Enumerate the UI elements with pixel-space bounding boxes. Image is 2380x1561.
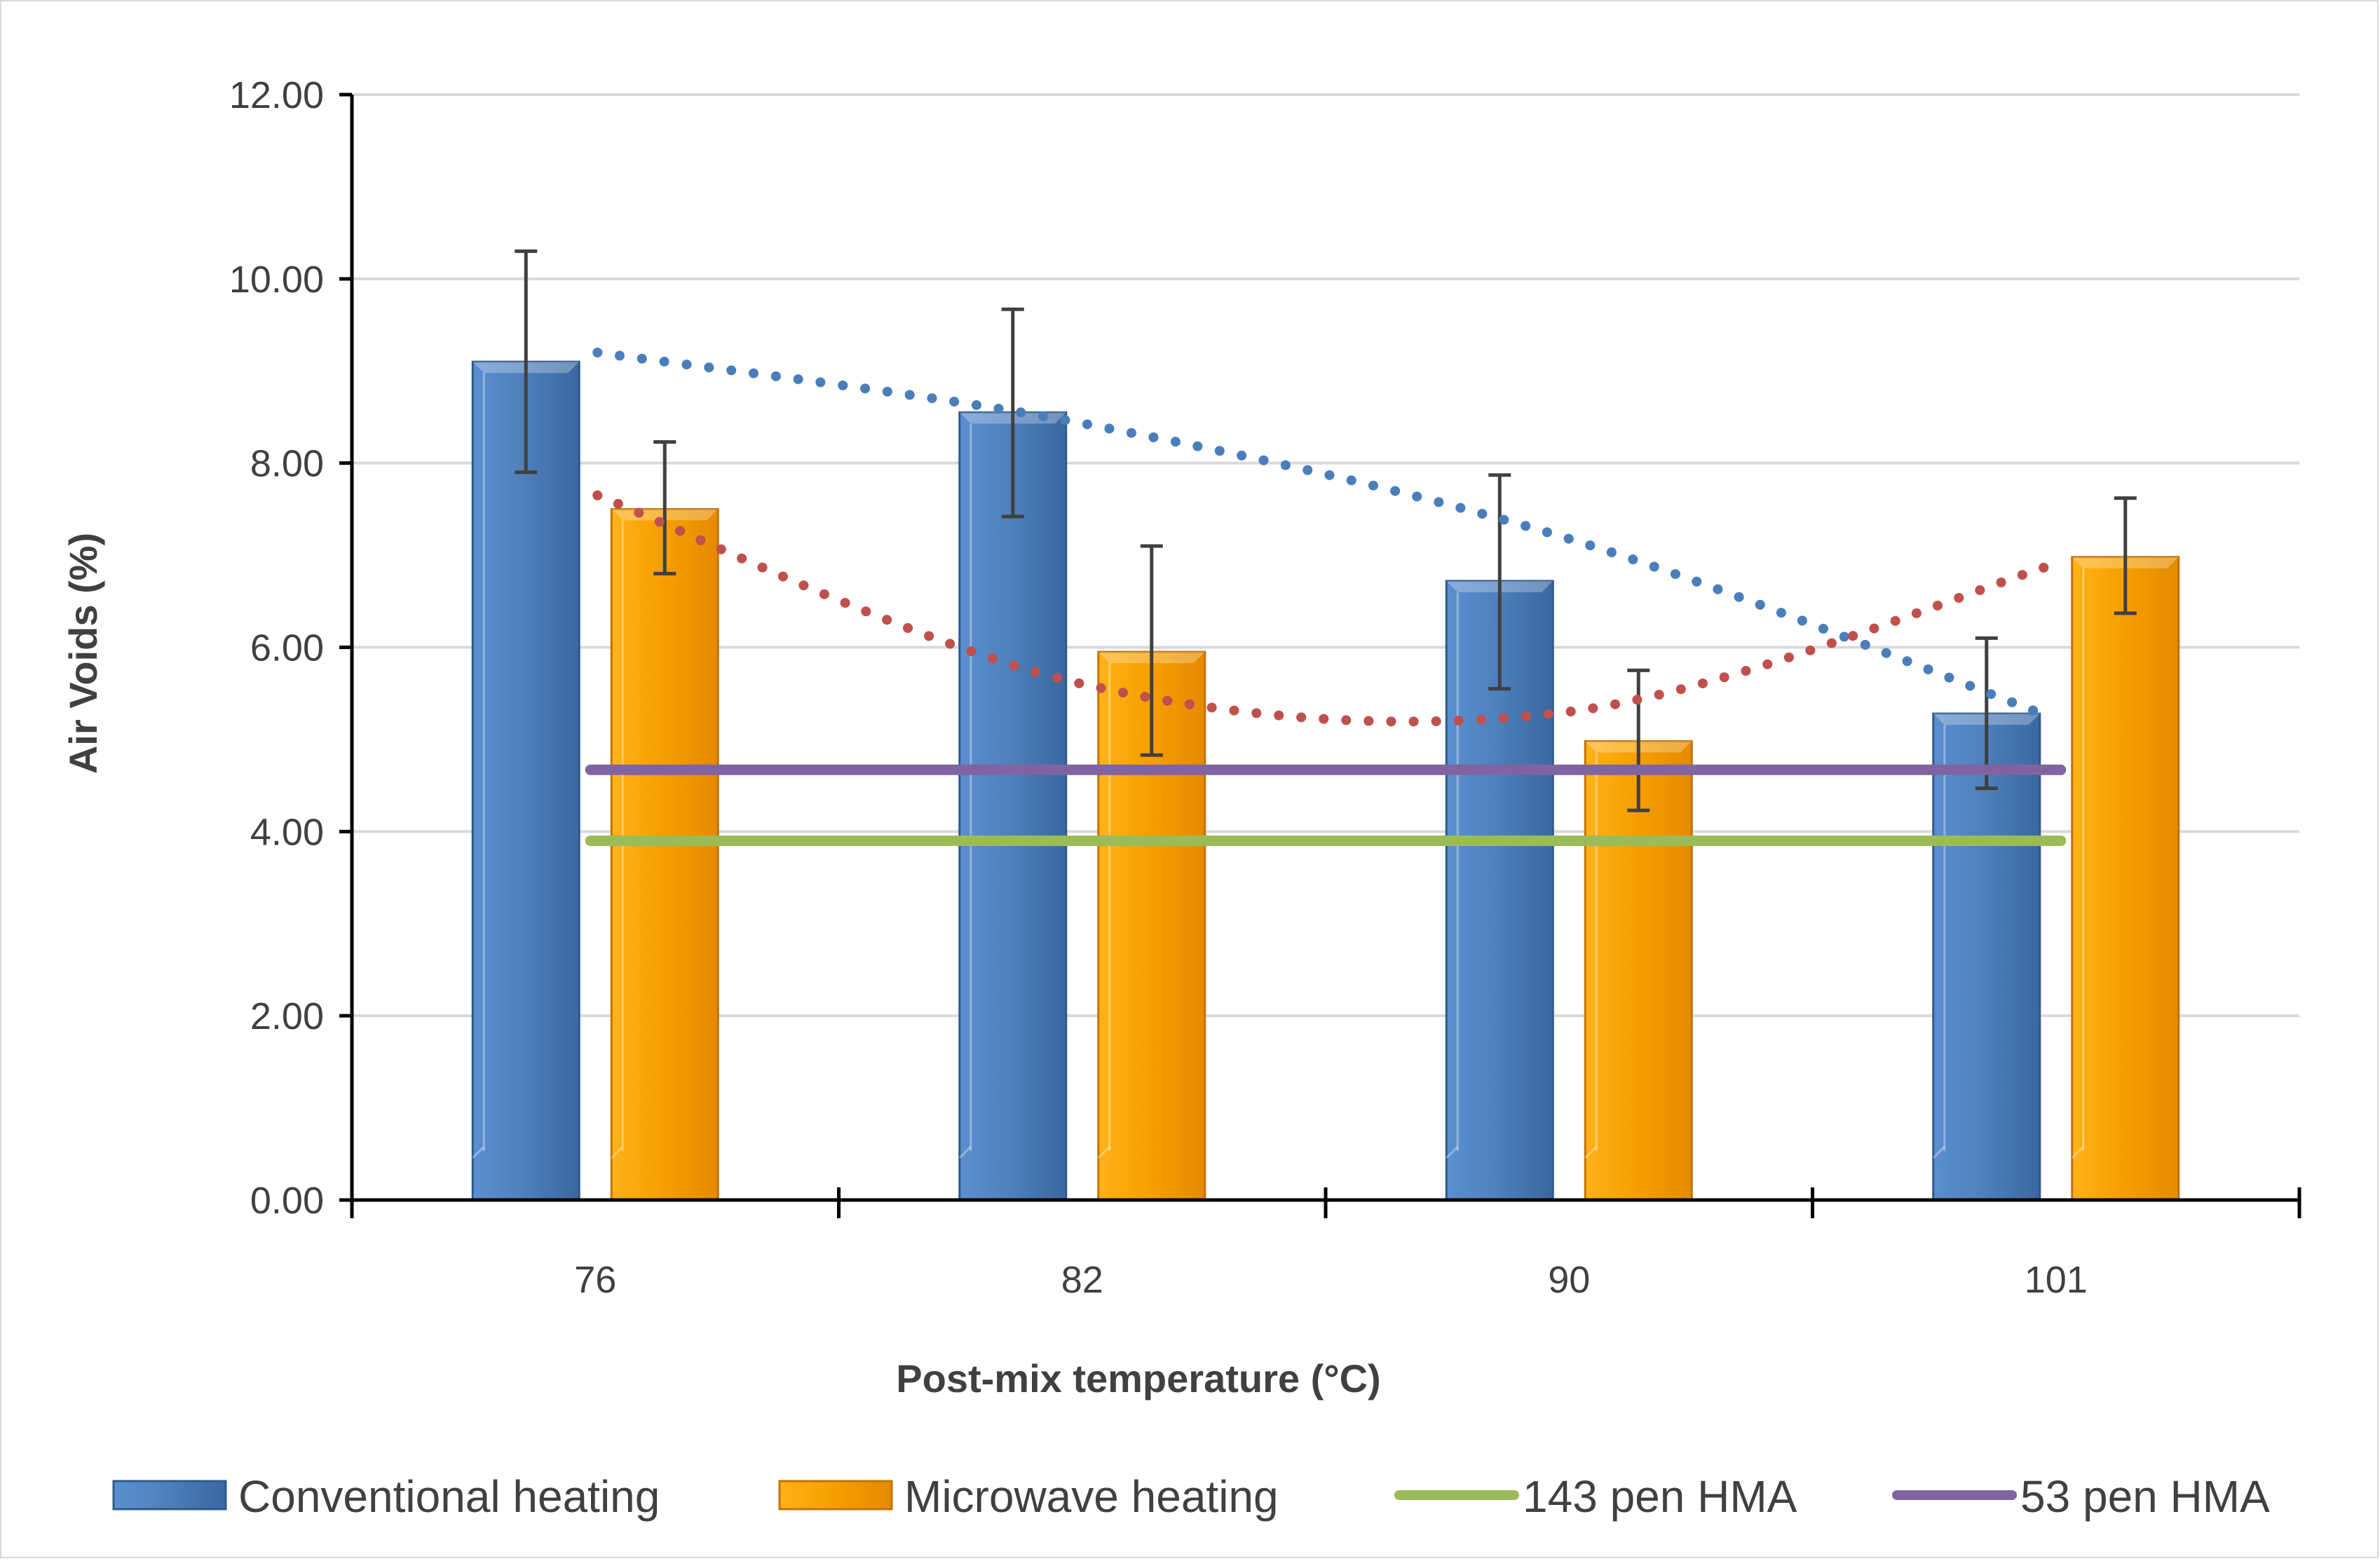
bar (471, 360, 580, 1201)
x-axis-title: Post-mix temperature (°C) (896, 1356, 1380, 1400)
y-tick-label: 4.00 (250, 811, 324, 853)
y-tick-label: 6.00 (250, 627, 324, 669)
y-tick-label: 12.00 (229, 74, 324, 116)
bar (610, 507, 719, 1201)
bar-bevel (958, 1145, 972, 1159)
legend: Conventional heating Microwave heating 143… (112, 1471, 2270, 1522)
bar-bevel (1932, 1145, 1945, 1159)
bar-bevel (1446, 1145, 1459, 1159)
y-tick-label: 0.00 (250, 1180, 324, 1222)
y-tick-label: 8.00 (250, 443, 324, 485)
legend-key (778, 1480, 893, 1511)
bar (2071, 556, 2180, 1201)
trendline (592, 490, 2059, 727)
bar (958, 411, 1068, 1201)
x-tick-label: 82 (1061, 1259, 1103, 1301)
y-tick-label: 10.00 (229, 259, 324, 301)
trendline (592, 347, 2059, 723)
y-tick-label: 2.00 (250, 995, 324, 1037)
x-tick-label: 76 (574, 1259, 616, 1301)
x-tick-label: 90 (1548, 1259, 1590, 1301)
legend-label: 53 pen HMA (2020, 1471, 2270, 1522)
bar-bevel (1584, 1145, 1598, 1159)
legend-label: Conventional heating (238, 1471, 660, 1522)
legend-label: 143 pen HMA (1523, 1471, 1797, 1522)
bar (1932, 712, 2041, 1201)
bar-bevel (472, 1145, 485, 1159)
x-tick-label: 101 (2025, 1259, 2088, 1301)
bar-bevel (1097, 1145, 1110, 1159)
bar-bevel (2071, 1145, 2084, 1159)
legend-label: Microwave heating (904, 1471, 1279, 1522)
bar-bevel (611, 1145, 624, 1159)
y-axis-title: Air Voids (%) (61, 533, 105, 774)
bar (1097, 650, 1206, 1201)
legend-key (112, 1480, 227, 1511)
